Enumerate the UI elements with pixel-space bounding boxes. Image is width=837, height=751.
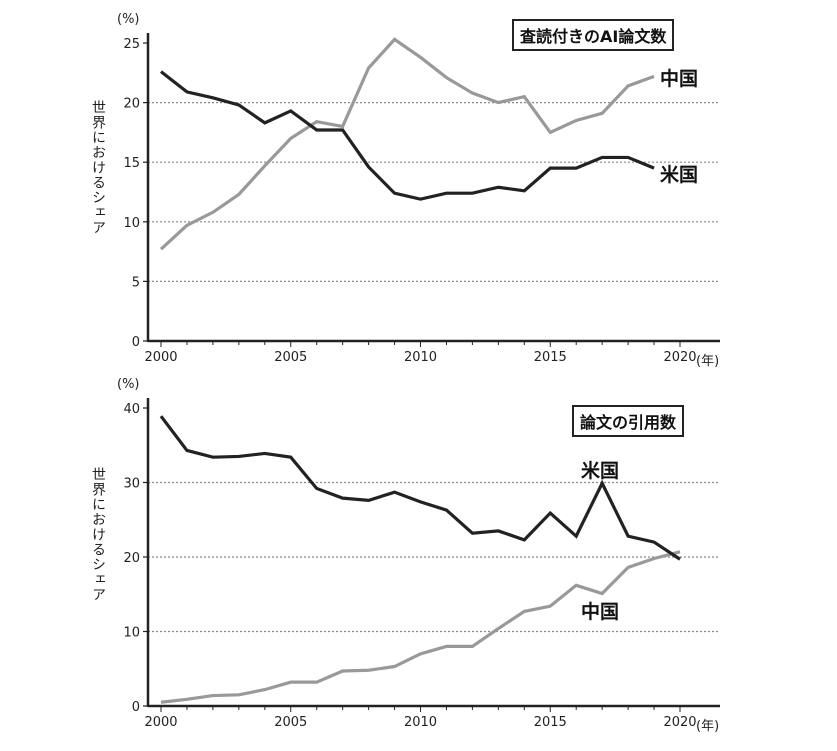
bottom-y-tick-label: 0 [132,700,140,715]
bottom-x-tick-label: 2020 [663,715,696,730]
top-y-tick-label: 25 [123,37,140,52]
top-chart-title: 査読付きのAI論文数 [512,19,675,51]
top-x-tick-label: 2010 [404,350,437,365]
top-series-line-us [160,70,655,201]
top-y-tick-label: 10 [123,216,140,231]
bottom-series-label-china: 中国 [581,601,620,623]
bottom-y-tick-label: 30 [123,477,140,492]
bottom-series-label-us: 米国 [581,460,620,482]
bottom-series-line-china [160,550,681,704]
bottom-x-tick-label: 2005 [274,715,307,730]
top-series-line-china [159,37,655,251]
bottom-y-tick-label: 20 [123,551,140,566]
top-series-label-china: 中国 [660,68,699,90]
bottom-x-tick-label: 2000 [144,715,177,730]
top-y-tick-label: 20 [123,97,140,112]
top-series-label-us: 米国 [660,164,699,186]
top-y-tick-label: 0 [132,335,140,350]
bottom-x-unit: (年) [696,719,720,734]
bottom-series-line-us [159,415,681,561]
bottom-y-tick-label: 10 [123,626,140,641]
top-x-tick-label: 2020 [663,350,696,365]
top-x-tick-label: 2015 [534,350,567,365]
bottom-x-tick-label: 2010 [404,715,437,730]
top-x-tick-label: 2000 [144,350,177,365]
bottom-x-tick-label: 2015 [534,715,567,730]
top-y-tick-label: 15 [123,156,140,171]
top-x-tick-label: 2005 [274,350,307,365]
top-x-unit: (年) [696,354,720,369]
bottom-y-label: 世界におけるシェア [90,467,106,602]
bottom-y-unit: (%) [117,377,140,392]
top-y-unit: (%) [117,12,140,27]
bottom-y-tick-label: 40 [123,402,140,417]
bottom-chart-title: 論文の引用数 [572,405,685,437]
top-y-label: 世界におけるシェア [90,100,106,235]
top-y-tick-label: 5 [132,275,140,290]
